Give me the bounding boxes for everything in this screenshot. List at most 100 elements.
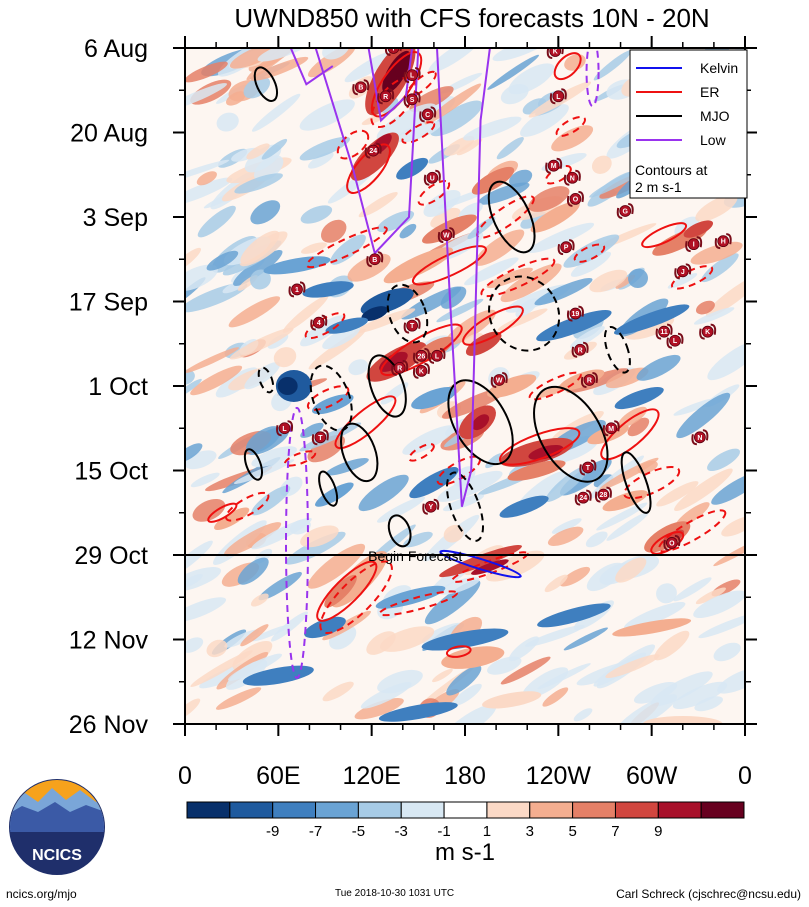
anomaly-patch xyxy=(695,194,738,222)
anomaly-patch xyxy=(379,626,435,652)
anomaly-feature xyxy=(482,691,542,709)
colorbar-tick-label: 9 xyxy=(654,823,662,840)
anomaly-patch xyxy=(522,98,547,115)
anomaly-patch xyxy=(228,296,281,328)
anomaly-patch xyxy=(366,631,396,655)
y-tick-label: 6 Aug xyxy=(84,35,148,63)
storm-dot xyxy=(552,90,565,103)
storm-marker: M xyxy=(545,157,563,174)
anomaly-patch xyxy=(593,474,614,488)
anomaly-feature xyxy=(642,716,723,724)
anomaly-patch xyxy=(542,687,569,707)
storm-swirl-icon xyxy=(663,534,681,551)
anomaly-patch xyxy=(570,251,611,277)
colorbar-unit-label: m s-1 xyxy=(435,839,495,866)
storm-marker: 24 xyxy=(364,142,382,159)
anomaly-patch xyxy=(254,155,284,182)
storm-dot xyxy=(693,431,706,444)
anomaly-feature xyxy=(277,377,298,395)
anomaly-feature xyxy=(302,281,354,298)
storm-swirl-icon xyxy=(566,190,584,207)
anomaly-patch xyxy=(240,624,269,647)
anomaly-patch xyxy=(185,177,233,206)
storm-label: K xyxy=(419,368,424,375)
storm-marker: R xyxy=(580,371,598,388)
colorbar-tick-label: 3 xyxy=(526,823,534,840)
colorbar-swatch xyxy=(614,801,659,819)
er-contour xyxy=(600,408,660,461)
er-contour xyxy=(670,265,714,290)
storm-swirl-icon xyxy=(566,305,584,322)
storm-dot xyxy=(421,108,434,121)
anomaly-patch xyxy=(463,333,483,346)
anomaly-patch xyxy=(308,328,366,370)
anomaly-patch xyxy=(190,650,253,688)
storm-label: Y xyxy=(428,504,433,511)
storm-label: R xyxy=(397,365,402,372)
anomaly-feature xyxy=(499,495,549,518)
anomaly-patch xyxy=(421,622,465,644)
anomaly-patch xyxy=(563,627,608,651)
anomaly-feature xyxy=(441,646,505,669)
storm-dot xyxy=(717,235,730,248)
storm-swirl-icon xyxy=(546,48,564,60)
storm-label: J xyxy=(681,269,685,276)
mjo-contour xyxy=(487,180,536,254)
footer-author: Carl Schreck (cjschrec@ncsu.edu) xyxy=(616,887,801,901)
anomaly-patch xyxy=(474,229,525,266)
mjo-contour xyxy=(387,514,412,548)
anomaly-patch xyxy=(545,465,589,502)
anomaly-patch xyxy=(250,269,271,290)
anomaly-patch xyxy=(233,459,295,485)
colorbar-tick-label: -3 xyxy=(395,823,408,840)
anomaly-patch xyxy=(234,173,283,194)
x-tick-label: 180 xyxy=(444,762,486,790)
anomaly-feature xyxy=(421,628,509,651)
storm-marker: Y xyxy=(422,498,440,515)
anomaly-patch xyxy=(528,186,570,212)
anomaly-feature xyxy=(507,460,566,481)
storm-dot xyxy=(549,48,562,57)
storm-swirl-icon xyxy=(557,239,575,256)
er-contour xyxy=(650,531,685,555)
anomaly-patch xyxy=(348,359,368,376)
storm-swirl-icon xyxy=(403,317,421,334)
storm-swirl-icon xyxy=(655,323,673,340)
colorbar-swatch xyxy=(400,801,445,819)
anomaly-patch xyxy=(673,577,712,602)
anomaly-patch xyxy=(402,425,456,455)
er-contour xyxy=(408,443,435,462)
storm-label: L xyxy=(673,338,678,345)
storm-label: T xyxy=(410,323,415,330)
storm-swirl-icon xyxy=(288,281,306,298)
anomaly-patch xyxy=(446,665,482,696)
er-contour xyxy=(225,491,270,522)
anomaly-patch xyxy=(282,295,329,333)
anomaly-patch xyxy=(672,681,728,709)
anomaly-feature xyxy=(683,220,714,238)
er-contour xyxy=(283,450,317,467)
anomaly-patch xyxy=(197,205,236,238)
anomaly-feature xyxy=(383,247,453,284)
storm-dot xyxy=(406,69,419,82)
anomaly-patch xyxy=(467,217,496,240)
anomaly-patch xyxy=(690,241,743,265)
colorbar-tick-label: -5 xyxy=(352,823,365,840)
anomaly-feature xyxy=(537,603,611,628)
anomaly-patch xyxy=(240,230,280,265)
colorbar-swatch xyxy=(272,801,317,819)
mjo-contour xyxy=(367,354,407,418)
anomaly-patch xyxy=(376,496,426,523)
anomaly-feature xyxy=(311,394,354,415)
storm-dot xyxy=(581,461,594,474)
anomaly-patch xyxy=(436,298,484,323)
storm-dot xyxy=(619,205,632,217)
anomaly-feature xyxy=(411,386,457,410)
anomaly-patch xyxy=(216,112,239,132)
footer-url[interactable]: ncics.org/mjo xyxy=(6,887,77,901)
storm-marker: W xyxy=(437,227,455,244)
anomaly-patch xyxy=(320,219,347,243)
anomaly-patch xyxy=(713,642,741,662)
storm-label: U xyxy=(430,175,435,182)
anomaly-patch xyxy=(185,61,228,83)
